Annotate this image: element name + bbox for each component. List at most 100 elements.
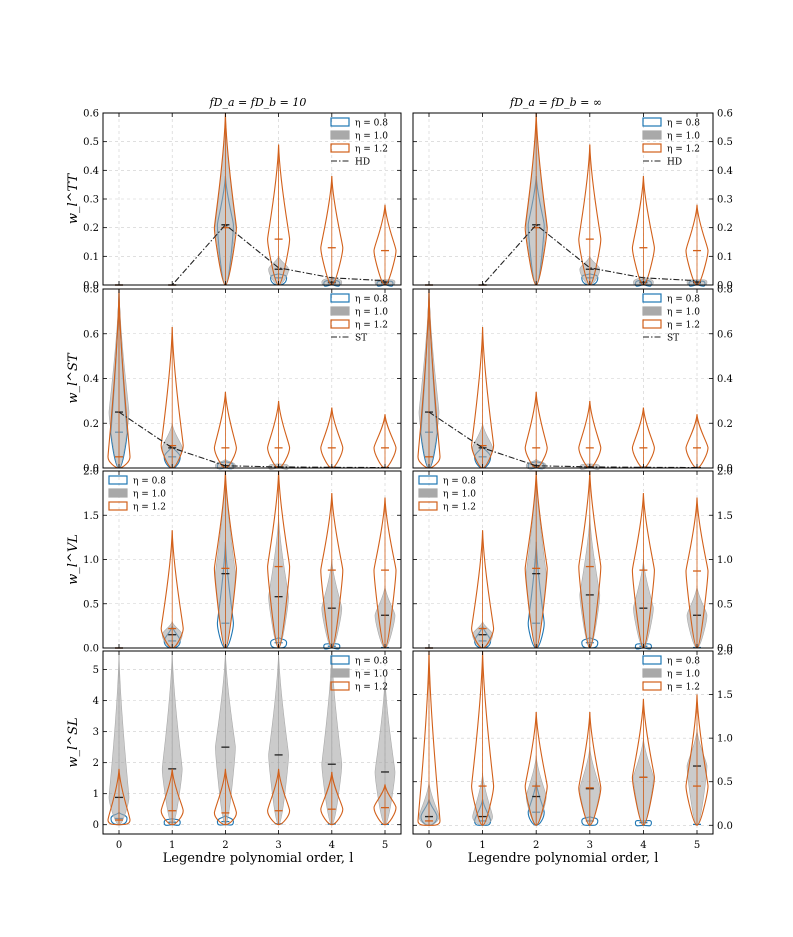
legend-swatch bbox=[642, 130, 662, 140]
legend-label: η = 0.8 bbox=[443, 477, 476, 487]
y-tick-label: 0.6 bbox=[717, 329, 733, 340]
y-tick-label: 0.4 bbox=[83, 166, 99, 177]
violin-12-l2 bbox=[524, 711, 548, 826]
legend-label: ST bbox=[355, 334, 367, 344]
violin-12-l5 bbox=[373, 784, 397, 826]
legend-swatch bbox=[418, 488, 438, 498]
y-tick-label: 5 bbox=[93, 665, 99, 676]
legend-label: η = 1.0 bbox=[355, 308, 388, 318]
x-tick-label: 1 bbox=[169, 840, 175, 851]
axes-frame bbox=[102, 288, 402, 469]
legend-label: η = 1.0 bbox=[667, 308, 700, 318]
panel-1-0: 0.0 0.2 0.4 0.6 0.8 w_l^ST η = 0.8 η = 1.0 η = 1… bbox=[66, 285, 402, 475]
panel-3-1: 0.0 0.5 1.0 1.5 2.0 0 1 2 3 4 5 η = 0.8 η = 1.0 η = 1… bbox=[412, 647, 733, 851]
y-tick-label: 4 bbox=[93, 696, 99, 707]
violin-12-l1 bbox=[471, 650, 495, 826]
legend-swatch bbox=[642, 319, 662, 329]
legend-swatch bbox=[642, 293, 662, 303]
y-tick-label: 1.0 bbox=[83, 555, 99, 566]
y-tick-label: 0.1 bbox=[717, 252, 733, 263]
y-axis-label: w_l^TT bbox=[66, 173, 81, 225]
legend-swatch bbox=[642, 655, 662, 665]
legend-swatch bbox=[642, 681, 662, 691]
y-tick-label: 0.8 bbox=[717, 285, 733, 296]
legend-label: η = 1.2 bbox=[133, 503, 166, 513]
legend: η = 0.8 η = 1.0 η = 1.2 HD bbox=[330, 117, 388, 168]
x-tick-label: 3 bbox=[275, 840, 281, 851]
column-title-right: fD_a = fD_b = ∞ bbox=[509, 96, 602, 109]
legend-swatch bbox=[418, 501, 438, 511]
legend-label: η = 0.8 bbox=[355, 119, 388, 129]
panel-0-0: 0.0 0.1 0.2 0.3 0.4 0.5 0.6 w_l^TT η = 0.8 η = 1.… bbox=[66, 109, 402, 292]
legend-label: η = 1.2 bbox=[667, 145, 700, 155]
reference-line-ST bbox=[118, 411, 386, 469]
y-tick-label: 0.5 bbox=[83, 137, 99, 148]
legend-swatch bbox=[330, 319, 350, 329]
axes-frame bbox=[412, 650, 714, 835]
y-tick-label: 0.0 bbox=[83, 281, 99, 292]
legend: η = 0.8 η = 1.0 η = 1.2 HD bbox=[642, 117, 700, 168]
column-title-left: fD_a = fD_b = 10 bbox=[209, 96, 307, 109]
legend-swatch bbox=[330, 668, 350, 678]
legend-swatch bbox=[330, 681, 350, 691]
plot-area bbox=[413, 651, 713, 834]
x-tick-label: 2 bbox=[533, 840, 539, 851]
y-tick-label: 3 bbox=[93, 727, 99, 738]
x-tick-label: 2 bbox=[222, 840, 228, 851]
legend-label: η = 0.8 bbox=[355, 295, 388, 305]
y-tick-label: 0.2 bbox=[717, 419, 733, 430]
x-tick-label: 4 bbox=[640, 840, 646, 851]
legend: η = 0.8 η = 1.0 η = 1.2 bbox=[330, 655, 388, 693]
legend-swatch bbox=[108, 475, 128, 485]
legend-label: η = 1.2 bbox=[355, 683, 388, 693]
x-tick-label: 5 bbox=[694, 840, 700, 851]
legend-label: η = 1.0 bbox=[667, 670, 700, 680]
legend-label: ST bbox=[667, 334, 679, 344]
legend: η = 0.8 η = 1.0 η = 1.2 bbox=[642, 655, 700, 693]
legend: η = 0.8 η = 1.0 η = 1.2 bbox=[418, 475, 476, 513]
y-tick-label: 0.4 bbox=[717, 166, 733, 177]
legend-label: η = 1.0 bbox=[355, 132, 388, 142]
legend-label: η = 1.0 bbox=[355, 670, 388, 680]
legend-label: η = 0.8 bbox=[667, 657, 700, 667]
y-tick-label: 0.0 bbox=[83, 644, 99, 655]
legend-swatch bbox=[642, 117, 662, 127]
y-tick-label: 2 bbox=[93, 758, 99, 769]
panel-1-1: 0.0 0.2 0.4 0.6 0.8 η = 0.8 η = 1.0 η = 1.2 ST bbox=[412, 285, 733, 475]
legend-swatch bbox=[330, 293, 350, 303]
x-tick-label: 0 bbox=[116, 840, 122, 851]
legend-label: η = 0.8 bbox=[667, 295, 700, 305]
legend-swatch bbox=[642, 668, 662, 678]
y-tick-label: 0.0 bbox=[717, 644, 733, 655]
panel-2-1: 0.0 0.5 1.0 1.5 2.0 η = 0.8 η = 1.0 η = 1.2 bbox=[412, 467, 733, 655]
legend-swatch bbox=[330, 143, 350, 153]
legend-swatch bbox=[330, 130, 350, 140]
legend-label: η = 1.2 bbox=[667, 321, 700, 331]
y-tick-label: 0.2 bbox=[83, 223, 99, 234]
violin-12-l4 bbox=[631, 698, 655, 826]
legend-swatch bbox=[642, 143, 662, 153]
violin-12-l5 bbox=[685, 694, 709, 826]
legend-label: η = 1.2 bbox=[443, 503, 476, 513]
violin-12-l2 bbox=[213, 768, 237, 826]
legend: η = 0.8 η = 1.0 η = 1.2 ST bbox=[642, 293, 700, 344]
panel-3-0: 0 1 2 3 4 5 0 1 2 3 4 5 w_l^SL η = 0.8 η = 1.0 η = 1.2 bbox=[66, 650, 402, 851]
legend-label: η = 1.2 bbox=[355, 321, 388, 331]
legend-label: η = 1.0 bbox=[667, 132, 700, 142]
x-tick-label: 4 bbox=[329, 840, 335, 851]
y-tick-label: 0.4 bbox=[717, 374, 733, 385]
x-axis-label-left: Legendre polynomial order, l bbox=[163, 851, 354, 866]
y-tick-label: 1 bbox=[93, 789, 99, 800]
legend-swatch bbox=[108, 501, 128, 511]
y-tick-label: 0.0 bbox=[717, 821, 733, 832]
legend-swatch bbox=[330, 306, 350, 316]
panel-2-0: 0.0 0.5 1.0 1.5 2.0 w_l^VL η = 0.8 η = 1.0 η = 1… bbox=[66, 467, 402, 655]
y-tick-label: 0.6 bbox=[83, 109, 99, 120]
legend: η = 0.8 η = 1.0 η = 1.2 ST bbox=[330, 293, 388, 344]
legend-label: η = 0.8 bbox=[355, 657, 388, 667]
y-tick-label: 0.0 bbox=[83, 464, 99, 475]
y-tick-label: 0.5 bbox=[717, 777, 733, 788]
legend-label: η = 1.2 bbox=[355, 145, 388, 155]
y-tick-label: 1.5 bbox=[717, 511, 733, 522]
y-tick-label: 0.3 bbox=[83, 195, 99, 206]
